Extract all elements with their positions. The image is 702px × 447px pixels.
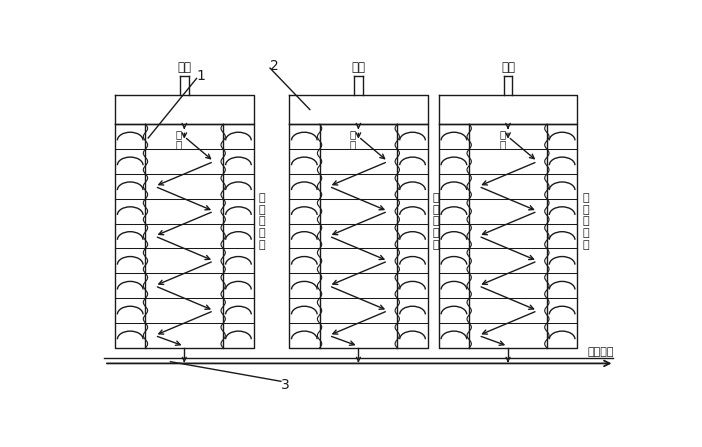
Text: 燃
烧: 燃 烧 xyxy=(499,129,505,149)
Text: 1: 1 xyxy=(197,69,206,83)
Text: 焙
烧
炉
料
箱: 焙 烧 炉 料 箱 xyxy=(258,193,265,249)
Text: 燃气: 燃气 xyxy=(352,61,366,74)
Text: 燃气: 燃气 xyxy=(178,61,192,74)
Text: 燃
烧: 燃 烧 xyxy=(350,129,356,149)
Text: 焙
烧
炉
料
箱: 焙 烧 炉 料 箱 xyxy=(432,193,439,249)
Text: 3: 3 xyxy=(281,378,290,392)
Text: 烟气排出: 烟气排出 xyxy=(588,346,614,357)
Text: 2: 2 xyxy=(270,59,279,73)
Text: 燃
烧: 燃 烧 xyxy=(176,129,182,149)
Text: 焙
烧
炉
料
箱: 焙 烧 炉 料 箱 xyxy=(582,193,589,249)
Text: 燃气: 燃气 xyxy=(501,61,515,74)
